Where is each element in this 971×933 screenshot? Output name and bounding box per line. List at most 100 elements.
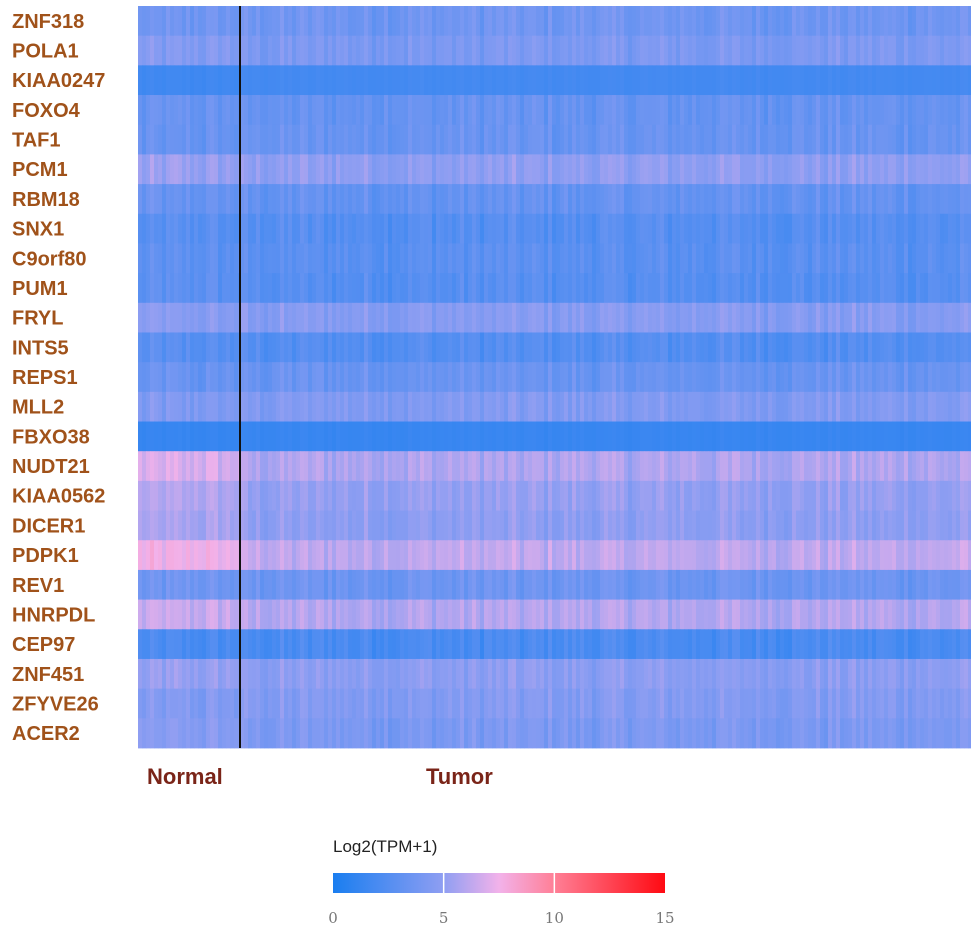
heatmap-cell [472,154,477,185]
heatmap-cell [760,35,765,66]
heatmap-cell [848,599,853,630]
heatmap-cell [288,243,293,274]
heatmap-cell [182,273,187,304]
heatmap-cell [280,154,285,185]
heatmap-cell [170,273,175,304]
heatmap-cell [264,95,269,126]
heatmap-cell [178,65,183,96]
heatmap-cell [416,540,421,571]
heatmap-row [138,391,971,422]
heatmap-cell [256,362,261,393]
heatmap-cell [860,35,865,66]
heatmap-cell [572,332,577,363]
heatmap-cell [904,451,909,482]
heatmap-cell [372,480,377,511]
heatmap-cell [226,391,231,422]
heatmap-cell [664,658,669,690]
heatmap-cell [912,154,917,185]
heatmap-cell [138,124,143,155]
heatmap-cell [492,688,497,719]
heatmap-cell [368,95,373,126]
heatmap-cell [312,184,317,215]
heatmap-cell [162,510,167,541]
heatmap-cell [604,629,609,660]
heatmap-cell [400,35,405,66]
heatmap-cell [428,540,433,571]
heatmap-cell [368,213,373,244]
heatmap-cell [476,154,481,185]
heatmap-cell [516,65,521,96]
heatmap-cell [820,480,825,511]
heatmap-cell [624,302,629,333]
heatmap-cell [852,65,857,96]
heatmap-cell [756,6,761,37]
heatmap-cell [688,599,693,630]
heatmap-cell [300,362,305,393]
heatmap-cell [472,540,477,571]
heatmap-cell [440,569,445,600]
heatmap-cell [564,688,569,719]
heatmap-cell [560,65,565,96]
heatmap-cell [280,599,285,630]
heatmap-cell [432,629,437,660]
heatmap-cell [696,451,701,482]
heatmap-cell [420,124,425,155]
heatmap-cell [452,124,457,155]
heatmap-cell [190,213,195,244]
heatmap-cell [900,451,905,482]
heatmap-cell [680,243,685,274]
heatmap-cell [226,451,231,482]
heatmap-cell [764,391,769,422]
heatmap-cell [620,6,625,37]
heatmap-cell [174,243,179,274]
heatmap-cell [480,688,485,719]
heatmap-cell [464,65,469,96]
heatmap-cell [432,273,437,304]
heatmap-cell [162,480,167,511]
heatmap-cell [560,154,565,185]
heatmap-cell [644,302,649,333]
heatmap-cell [448,451,453,482]
heatmap-cell [524,480,529,511]
heatmap-cell [640,6,645,37]
heatmap-cell [624,213,629,244]
heatmap-cell [392,421,397,452]
heatmap-cell [948,184,953,215]
heatmap-cell [190,362,195,393]
heatmap-cell [824,302,829,333]
heatmap-cell [424,65,429,96]
heatmap-cell [234,688,239,719]
heatmap-cell [496,451,501,482]
heatmap-cell [944,569,949,600]
heatmap-cell [158,184,163,215]
heatmap-cell [844,332,849,363]
heatmap-cell [420,332,425,363]
heatmap-cell [380,243,385,274]
heatmap-cell [688,480,693,511]
heatmap-cell [292,124,297,155]
heatmap-cell [384,95,389,126]
heatmap-cell [872,302,877,333]
heatmap-cell [908,540,913,571]
heatmap-cell [504,569,509,600]
heatmap-cell [760,95,765,126]
heatmap-cell [756,569,761,600]
heatmap-cell [684,451,689,482]
heatmap-cell [776,658,781,690]
heatmap-cell [940,540,945,571]
heatmap-cell [360,391,365,422]
heatmap-cell [500,540,505,571]
heatmap-cell [756,184,761,215]
heatmap-cell [652,124,657,155]
heatmap-cell [230,273,235,304]
heatmap-cell [142,629,147,660]
heatmap-cell [432,243,437,274]
heatmap-cell [780,332,785,363]
heatmap-cell [288,332,293,363]
heatmap-cell [292,213,297,244]
heatmap-cell [660,540,665,571]
heatmap-cell [162,213,167,244]
heatmap-cell [352,65,357,96]
heatmap-cell [166,510,171,541]
heatmap-cell [356,599,361,630]
